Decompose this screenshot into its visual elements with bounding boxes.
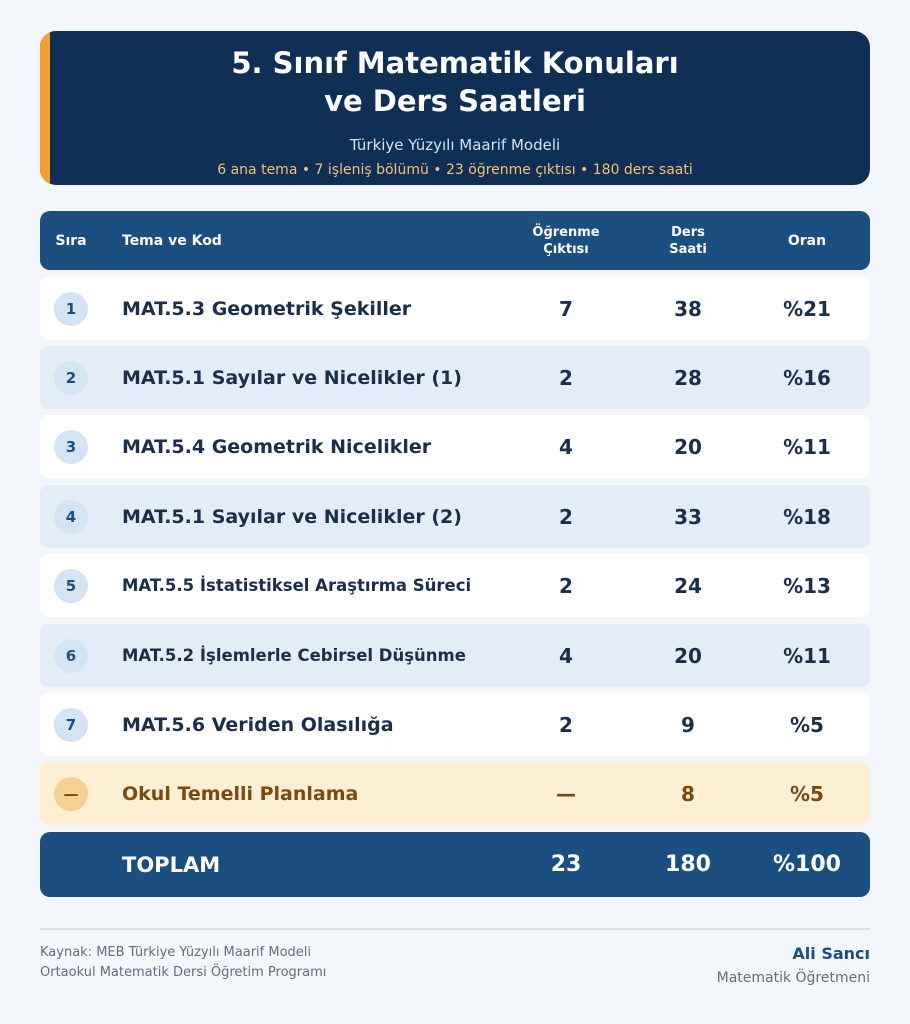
row-hours: 20 — [674, 643, 702, 668]
column-header-oran: Oran — [787, 232, 827, 249]
row-outcomes: — — [556, 781, 576, 806]
row-number-badge: 5 — [54, 568, 88, 603]
row-number-badge: 4 — [54, 499, 88, 534]
row-ratio: %18 — [783, 504, 831, 529]
row-hours: 33 — [674, 504, 702, 529]
row-ratio: %5 — [790, 712, 824, 737]
row-outcomes: 4 — [559, 643, 573, 668]
row-outcomes: 2 — [559, 712, 573, 737]
column-header-saat: Ders Saati — [669, 224, 707, 257]
column-header-sira: Sıra — [55, 232, 87, 249]
row-outcomes: 7 — [559, 296, 573, 321]
row-theme: Okul Temelli Planlama — [122, 782, 359, 805]
row-hours: 24 — [674, 573, 702, 598]
row-ratio: %11 — [783, 643, 831, 668]
table-row: 6 MAT.5.2 İşlemlerle Cebirsel Düşünme 4 … — [40, 624, 870, 687]
row-ratio: %21 — [783, 296, 831, 321]
table-row: 5 MAT.5.5 İstatistiksel Araştırma Süreci… — [40, 554, 870, 617]
footer-divider — [40, 928, 870, 930]
table-row: 1 MAT.5.3 Geometrik Şekiller 7 38 %21 — [40, 277, 870, 340]
row-theme: MAT.5.1 Sayılar ve Nicelikler (1) — [122, 366, 462, 389]
row-hours: 28 — [674, 365, 702, 390]
row-theme: MAT.5.1 Sayılar ve Nicelikler (2) — [122, 505, 462, 528]
row-outcomes: 2 — [559, 504, 573, 529]
row-outcomes: 4 — [559, 434, 573, 459]
author-block: Ali Sancı Matematik Öğretmeni — [717, 943, 870, 989]
row-outcomes: 2 — [559, 573, 573, 598]
table-row: 3 MAT.5.4 Geometrik Nicelikler 4 20 %11 — [40, 415, 870, 478]
row-number-badge: 6 — [54, 638, 88, 673]
row-number-badge: — — [54, 776, 88, 811]
author-role: Matematik Öğretmeni — [716, 970, 870, 986]
summary-stats: 6 ana tema • 7 işleniş bölümü • 23 öğren… — [217, 162, 693, 178]
row-ratio: %16 — [783, 365, 831, 390]
row-number-badge: 7 — [54, 707, 88, 742]
row-number-badge: 3 — [54, 429, 88, 464]
row-theme: MAT.5.5 İstatistiksel Araştırma Süreci — [122, 576, 472, 595]
author-name: Ali Sancı — [792, 944, 870, 963]
source-note: Kaynak: MEB Türkiye Yüzyılı Maarif Model… — [40, 945, 327, 980]
row-theme: MAT.5.2 İşlemlerle Cebirsel Düşünme — [122, 646, 466, 665]
table-header: Sıra Tema ve Kod Öğrenme Çıktısı Ders Sa… — [40, 211, 870, 270]
row-hours: 20 — [674, 434, 702, 459]
page-subtitle: Türkiye Yüzyılı Maarif Modeli — [349, 136, 561, 154]
total-label: TOPLAM — [122, 852, 221, 877]
row-ratio: %5 — [790, 781, 824, 806]
table-row: 4 MAT.5.1 Sayılar ve Nicelikler (2) 2 33… — [40, 485, 870, 548]
column-header-cikti: Öğrenme Çıktısı — [532, 224, 600, 257]
row-theme: MAT.5.4 Geometrik Nicelikler — [122, 435, 432, 458]
title-banner: 5. Sınıf Matematik Konuları ve Ders Saat… — [40, 31, 870, 185]
row-ratio: %13 — [783, 573, 831, 598]
row-theme: MAT.5.3 Geometrik Şekiller — [122, 297, 412, 320]
row-hours: 38 — [674, 296, 702, 321]
total-ratio: %100 — [773, 852, 841, 877]
row-ratio: %11 — [783, 434, 831, 459]
row-hours: 9 — [681, 712, 695, 737]
row-number-badge: 1 — [54, 291, 88, 326]
total-outcomes: 23 — [550, 852, 582, 877]
table-row: 2 MAT.5.1 Sayılar ve Nicelikler (1) 2 28… — [40, 346, 870, 409]
row-number-badge: 2 — [54, 360, 88, 395]
page-title: 5. Sınıf Matematik Konuları ve Ders Saat… — [231, 46, 679, 118]
row-hours: 8 — [681, 781, 695, 806]
column-header-tema: Tema ve Kod — [122, 232, 222, 249]
table-total-row: TOPLAM 23 180 %100 — [40, 832, 870, 897]
row-theme: MAT.5.6 Veriden Olasılığa — [122, 713, 394, 736]
table-row: 7 MAT.5.6 Veriden Olasılığa 2 9 %5 — [40, 693, 870, 756]
total-hours: 180 — [665, 852, 711, 877]
table-row-special: — Okul Temelli Planlama — 8 %5 — [40, 762, 870, 825]
row-outcomes: 2 — [559, 365, 573, 390]
banner-accent-bar — [40, 31, 50, 185]
